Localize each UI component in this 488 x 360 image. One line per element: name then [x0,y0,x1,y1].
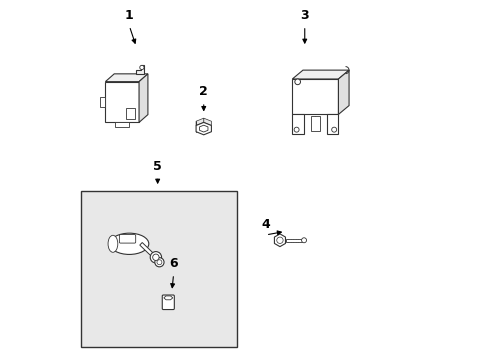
Bar [292,114,303,134]
Bar [105,82,139,122]
Ellipse shape [108,235,118,252]
Polygon shape [203,118,211,126]
Circle shape [293,127,299,132]
Text: 2: 2 [199,85,208,99]
Text: 1: 1 [124,9,133,22]
Circle shape [155,258,163,267]
Polygon shape [274,234,285,247]
Bar [125,108,134,119]
FancyBboxPatch shape [162,295,174,310]
Polygon shape [135,65,144,74]
Polygon shape [292,70,348,79]
Text: 5: 5 [153,160,162,173]
Bar [81,191,237,347]
Bar [292,79,338,114]
Ellipse shape [110,233,148,255]
Polygon shape [139,74,147,122]
Circle shape [140,65,144,69]
Polygon shape [105,74,147,82]
Circle shape [157,260,162,265]
Circle shape [276,237,283,243]
Bar [100,97,105,107]
Circle shape [331,127,336,132]
Text: 3: 3 [300,9,308,22]
Bar [115,122,129,127]
Text: 4: 4 [261,219,269,231]
Polygon shape [196,122,211,135]
Polygon shape [140,243,161,263]
Polygon shape [199,125,207,132]
Text: 6: 6 [169,257,178,270]
FancyBboxPatch shape [119,235,135,243]
Circle shape [152,254,159,260]
Bar [326,114,338,134]
Circle shape [301,238,306,243]
Polygon shape [196,118,203,126]
Bar [310,116,319,131]
Polygon shape [338,70,348,114]
Bar [286,239,302,242]
Circle shape [294,79,300,85]
Polygon shape [163,296,172,300]
Circle shape [150,252,161,263]
